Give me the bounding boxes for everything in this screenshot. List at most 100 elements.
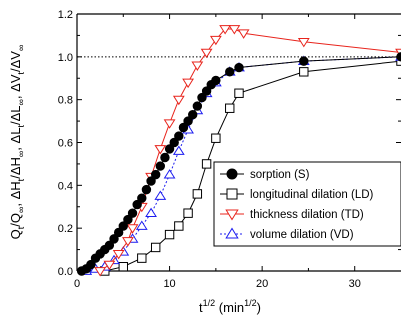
data-point-sorption [178,122,189,133]
y-axis-title-text: Qt/Q∞, ΔHt/ΔH∞, ΔLt/ΔL∞, ΔVt/ΔV∞ [8,45,26,240]
y-axis-title-sub: t [16,125,26,128]
y-axis-title-part: /Q [8,213,23,227]
data-point-ld [150,242,161,253]
legend: sorption (S) longitudinal dilation (LD) th… [213,161,401,247]
data-point-td [122,237,134,247]
data-point-td [112,250,125,260]
data-point-ld [164,229,175,240]
data-point-sorption [160,152,170,163]
series-layer [76,25,401,277]
data-point-ld [137,253,147,263]
data-point-td [103,260,116,271]
data-point-ld [226,188,238,200]
data-point-ld [118,262,128,272]
y-tick-label: 0.2 [58,223,73,235]
data-point-sorption [123,214,133,225]
y-axis-title-part: /ΔH [8,157,23,179]
data-point-sorption [225,67,235,77]
data-point-vd [135,220,148,230]
data-point-sorption [155,161,166,171]
data-point-sorption [146,176,156,186]
data-point-sorption [137,193,147,203]
y-axis-title-sub: t [16,178,26,181]
y-axis-title-sub: ∞ [16,45,26,51]
x-axis-title: t1/2 (min1/2) [199,298,261,315]
x-axis-title-unit-close: ) [257,300,261,315]
data-point-td [297,37,310,48]
x-axis-title-unit-open: (min [215,300,244,315]
series-1 [100,56,401,276]
data-point-ld [192,189,203,199]
data-point-sorption [234,62,244,73]
y-axis-title-part: , ΔV [8,74,23,99]
data-point-sorption [141,184,152,195]
data-point-sorption [104,240,115,251]
data-point-ld [183,208,193,218]
data-point-td [191,61,204,71]
data-point-td [163,119,176,129]
data-point-sorption [192,101,203,111]
data-point-sorption [201,86,212,96]
data-point-ld [234,88,244,98]
legend-label: longitudinal dilation (LD) [250,189,374,201]
legend-label: sorption (S) [250,169,310,181]
data-point-td [228,25,241,35]
x-tick-label: 10 [163,278,175,290]
y-axis-title-part: /ΔL [8,106,23,126]
data-point-sorption [132,199,142,210]
data-point-td [172,95,185,106]
data-point-sorption [183,116,193,126]
data-point-sorption [127,208,138,218]
y-tick-label: 0.6 [58,138,73,150]
data-point-sorption [396,52,401,62]
data-point-vd [172,145,185,155]
data-point-vd [145,207,157,218]
data-point-td [237,29,250,39]
y-axis-title-sub: ∞ [16,207,26,213]
data-point-sorption [109,234,119,244]
data-point-td [225,209,239,221]
data-point-sorption [299,56,309,66]
y-axis-title-part: Q [8,229,23,239]
x-axis-ticks: 0 10 20 30 [74,14,361,290]
series-2 [94,25,401,277]
x-axis-title-sup: 1/2 [203,298,216,308]
series-0 [76,52,401,276]
data-point-ld [225,103,235,113]
data-point-vd [163,169,176,179]
data-point-sorption [164,144,175,154]
y-tick-label: 0.4 [58,180,73,192]
data-point-td [219,25,232,35]
data-point-ld [299,67,309,77]
data-point-sorption [113,227,124,238]
legend-label: volume dilation (VD) [250,229,354,241]
x-tick-label: 30 [349,278,361,290]
y-axis-title-part: , ΔL [8,128,23,151]
x-axis-title-base: t [199,300,203,315]
data-point-td [154,145,167,155]
data-point-sorption [211,75,221,86]
data-point-td [209,35,222,46]
y-tick-label: 0.0 [58,266,73,278]
x-tick-label: 20 [256,278,268,290]
data-point-sorption [169,137,179,148]
data-point-ld [201,159,212,169]
data-point-sorption [86,259,96,270]
data-point-sorption [188,109,198,120]
data-point-sorption [118,221,128,231]
data-point-td [200,48,213,59]
y-tick-label: 1.2 [58,9,73,21]
data-point-vd [154,190,167,200]
data-point-sorption [226,168,238,180]
y-tick-label: 0.8 [58,95,73,107]
y-axis-title-sub: ∞ [16,99,26,105]
y-axis-title: Qt/Q∞, ΔHt/ΔH∞, ΔLt/ΔL∞, ΔVt/ΔV∞ [8,45,26,240]
data-point-sorption [197,92,207,103]
y-axis-title-part: /ΔV [8,51,23,72]
data-point-td [94,267,107,277]
y-axis-title-sub: ∞ [16,151,26,157]
y-axis-title-part: , ΔH [8,181,23,206]
data-point-ld [211,133,221,143]
data-point-sorption [174,131,184,141]
